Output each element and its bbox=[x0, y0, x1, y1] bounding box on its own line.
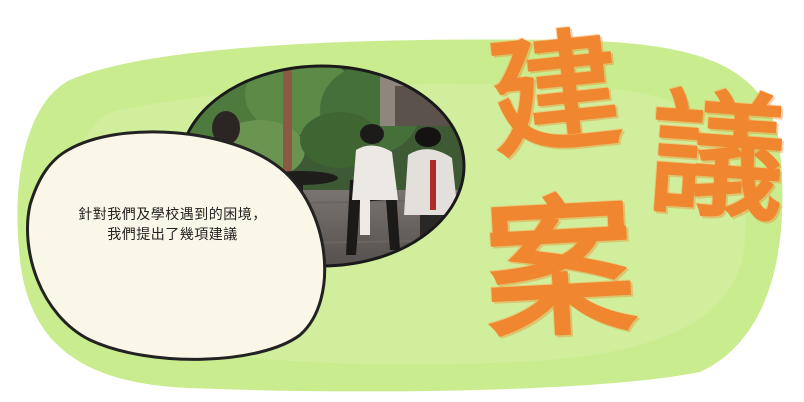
intro-line-2: 我們提出了幾項建議 bbox=[107, 227, 238, 243]
title-char-jian: 建 bbox=[482, 12, 628, 178]
speech-bubble bbox=[26, 130, 327, 361]
title-char-an: 案 bbox=[480, 179, 640, 361]
intro-text: 針對我們及學校遇到的困境， 我們提出了幾項建議 bbox=[40, 205, 305, 245]
title-char-yi: 議 bbox=[644, 74, 791, 241]
intro-line-1: 針對我們及學校遇到的困境， bbox=[78, 207, 267, 223]
